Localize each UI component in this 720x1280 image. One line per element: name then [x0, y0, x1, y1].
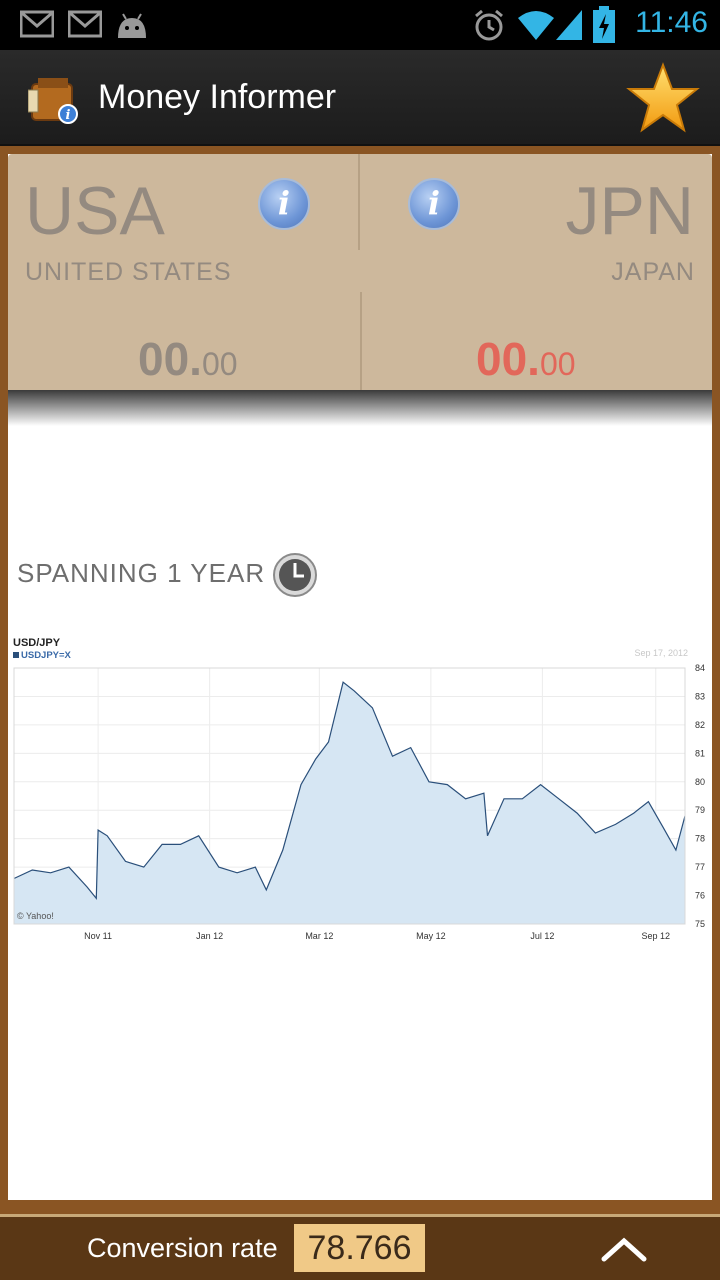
series-line: [13, 681, 686, 901]
svg-text:i: i: [66, 108, 71, 123]
android-icon: [118, 13, 146, 38]
usdjpy-chart: USD/JPY USDJPY=X Sep 17, 2012 © Yahoo! N…: [13, 637, 705, 941]
plot-frame: [13, 667, 686, 925]
wallet-info-icon[interactable]: i: [28, 74, 82, 124]
legend-swatch: [13, 652, 19, 658]
content-panel: USA i UNITED STATES JPN i JAPAN 00.00 00…: [8, 154, 712, 1200]
y-tick-label: 76: [695, 891, 705, 901]
x-tick-label: Nov 11: [84, 931, 112, 941]
x-tick-label: Mar 12: [305, 931, 333, 941]
clock-icon[interactable]: [272, 552, 318, 598]
y-tick-label: 81: [695, 748, 705, 758]
chart-date: Sep 17, 2012: [634, 648, 688, 658]
chart-legend: USDJPY=X: [21, 650, 72, 661]
y-tick-label: 83: [695, 691, 705, 701]
status-time: 11:46: [635, 6, 708, 39]
y-ticks: 75 76 77 78 79 80 81 82 83 84: [695, 663, 705, 929]
chart-watermark: © Yahoo!: [17, 911, 54, 921]
wifi-icon: [518, 11, 554, 40]
y-tick-label: 79: [695, 805, 705, 815]
gmail-icon: [20, 10, 54, 38]
y-tick-label: 77: [695, 862, 705, 872]
to-currency-code[interactable]: JPN: [565, 173, 694, 249]
battery-charging-icon: [593, 6, 615, 43]
signal-icon: [556, 10, 582, 40]
from-info-icon[interactable]: i: [258, 178, 310, 230]
y-tick-label: 78: [695, 834, 705, 844]
conversion-label: Conversion rate: [87, 1233, 278, 1263]
star-icon[interactable]: [626, 62, 700, 134]
divider-top: [358, 154, 360, 250]
chart-title: USD/JPY: [13, 637, 61, 649]
x-tick-label: Jan 12: [196, 931, 223, 941]
x-tick-label: May 12: [416, 931, 446, 941]
gmail-icon: [68, 10, 102, 38]
conversion-bar: Conversion rate 78.766: [0, 1214, 720, 1280]
from-amount-int: 00.: [138, 333, 202, 385]
from-currency-code[interactable]: USA: [25, 173, 165, 249]
y-tick-label: 84: [695, 663, 705, 673]
to-amount[interactable]: 00.00: [476, 332, 576, 386]
to-amount-dec: 00: [539, 346, 576, 382]
x-ticks: Nov 11 Jan 12 Mar 12 May 12 Jul 12 Sep 12: [84, 931, 670, 941]
from-currency-name: UNITED STATES: [25, 258, 232, 286]
content-frame: USA i UNITED STATES JPN i JAPAN 00.00 00…: [0, 146, 720, 1214]
action-bar: i Money Informer: [0, 50, 720, 146]
to-info-icon[interactable]: i: [408, 178, 460, 230]
span-label: SPANNING 1 YEAR: [17, 558, 266, 588]
currency-card: USA i UNITED STATES JPN i JAPAN 00.00 00…: [8, 154, 712, 390]
conversion-value: 78.766: [294, 1224, 425, 1272]
y-tick-label: 82: [695, 720, 705, 730]
x-tick-label: Jul 12: [530, 931, 554, 941]
app-title: Money Informer: [98, 78, 337, 116]
to-amount-int: 00.: [476, 333, 540, 385]
divider-bottom: [360, 292, 362, 390]
card-shadow: [8, 390, 712, 426]
x-tick-label: Sep 12: [641, 931, 670, 941]
status-bar: 11:46: [0, 0, 720, 50]
to-currency-name: JAPAN: [611, 258, 695, 286]
from-amount[interactable]: 00.00: [138, 332, 238, 386]
chevron-up-icon[interactable]: [600, 1233, 648, 1265]
y-tick-label: 75: [695, 919, 705, 929]
y-tick-label: 80: [695, 777, 705, 787]
alarm-icon: [475, 9, 503, 41]
from-amount-dec: 00: [201, 346, 238, 382]
series-area: [14, 682, 685, 924]
